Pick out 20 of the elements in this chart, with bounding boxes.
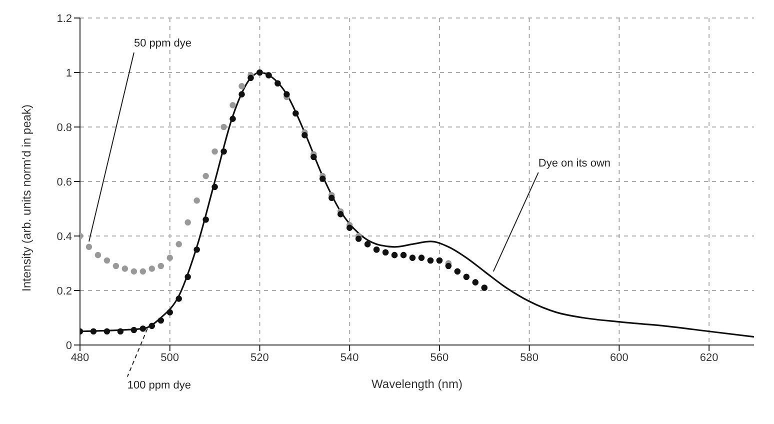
y-tick-label: 0.6 [56, 176, 72, 188]
x-tick-label: 600 [610, 352, 628, 364]
x-tick-label: 540 [340, 352, 359, 364]
y-tick-label: 0.4 [56, 230, 72, 243]
x-tick-label: 500 [160, 352, 180, 364]
x-tick-label: 580 [520, 352, 539, 364]
y-tick-label: 0.8 [56, 122, 72, 134]
y-axis-title: Intensity (arb. units norm'd in peak) [19, 104, 34, 292]
x-tick-label: 560 [430, 352, 449, 364]
y-tick-label: 1 [66, 67, 72, 80]
x-tick-label: 480 [70, 352, 90, 364]
y-tick-label: 0.2 [56, 285, 72, 298]
annotation: Dye on its own [538, 157, 611, 170]
x-tick-label: 620 [700, 352, 718, 364]
y-tick-label: 0 [66, 340, 72, 352]
y-tick-label: 1.2 [56, 12, 72, 25]
annotation: 50 ppm dye [134, 37, 192, 50]
annotation: 100 ppm dye [127, 380, 192, 392]
x-tick-label: 520 [250, 352, 269, 364]
x-axis-title: Wavelength (nm) [372, 377, 462, 391]
